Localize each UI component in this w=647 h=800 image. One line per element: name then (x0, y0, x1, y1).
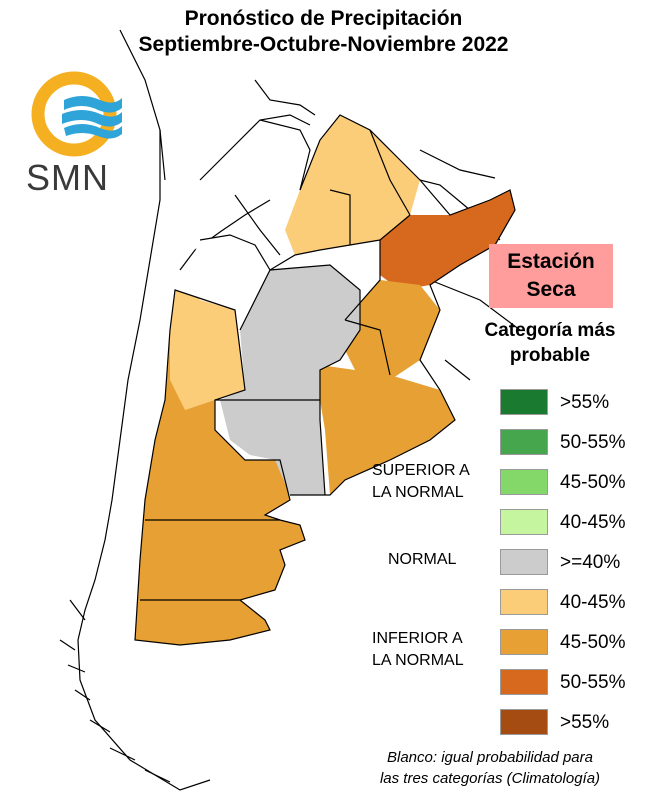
chile-coast (59, 130, 211, 791)
argentina-regions (135, 115, 515, 665)
map-title-line1: Pronóstico de Precipitación (184, 7, 463, 30)
legend-group-line2: LA NORMAL (372, 652, 464, 669)
legend-group-line2: LA NORMAL (372, 484, 464, 501)
legend-swatch (500, 549, 548, 575)
legend-group-superior: SUPERIOR A LA NORMAL (372, 460, 482, 504)
legend-group-line1: SUPERIOR A (372, 462, 470, 479)
season-label-line2: Seca (526, 278, 576, 301)
legend-swatch (500, 709, 548, 735)
province-borders (134, 114, 516, 646)
legend-swatch (500, 389, 548, 415)
smn-logo-icon (31, 71, 122, 157)
legend-label: >55% (560, 392, 610, 413)
legend-label: 45-50% (560, 632, 626, 653)
legend-swatch (500, 469, 548, 495)
legend-swatch (500, 429, 548, 455)
legend-title-line1: Categoría más (484, 320, 616, 341)
legend-title: Categoría más probable (460, 318, 640, 368)
legend-label: 40-45% (560, 512, 626, 533)
legend-label: 45-50% (560, 472, 626, 493)
legend-group-line1: NORMAL (388, 551, 457, 568)
footnote-line1: Blanco: igual probabilidad para (387, 749, 593, 766)
legend-title-line2: probable (509, 345, 591, 366)
legend-swatch (500, 589, 548, 615)
legend-swatch (500, 669, 548, 695)
legend-group-normal: NORMAL (388, 549, 498, 571)
legend-label: 50-55% (560, 672, 626, 693)
footnote-line2: las tres categorías (Climatología) (379, 770, 601, 787)
season-label: Estación Seca (489, 244, 613, 308)
smn-logo-text: SMN (26, 157, 109, 198)
legend-group-line1: INFERIOR A (372, 630, 463, 647)
legend-label: >=40% (560, 552, 621, 573)
legend-swatch (500, 629, 548, 655)
legend-label: >55% (560, 712, 610, 733)
legend-label: 50-55% (560, 432, 626, 453)
season-label-line1: Estación (507, 250, 595, 273)
legend-swatch (500, 509, 548, 535)
footnote: Blanco: igual probabilidad para las tres… (340, 747, 640, 789)
map-title-line2: Septiembre-Octubre-Noviembre 2022 (138, 33, 509, 56)
legend-label: 40-45% (560, 592, 626, 613)
legend-group-inferior: INFERIOR A LA NORMAL (372, 628, 482, 672)
